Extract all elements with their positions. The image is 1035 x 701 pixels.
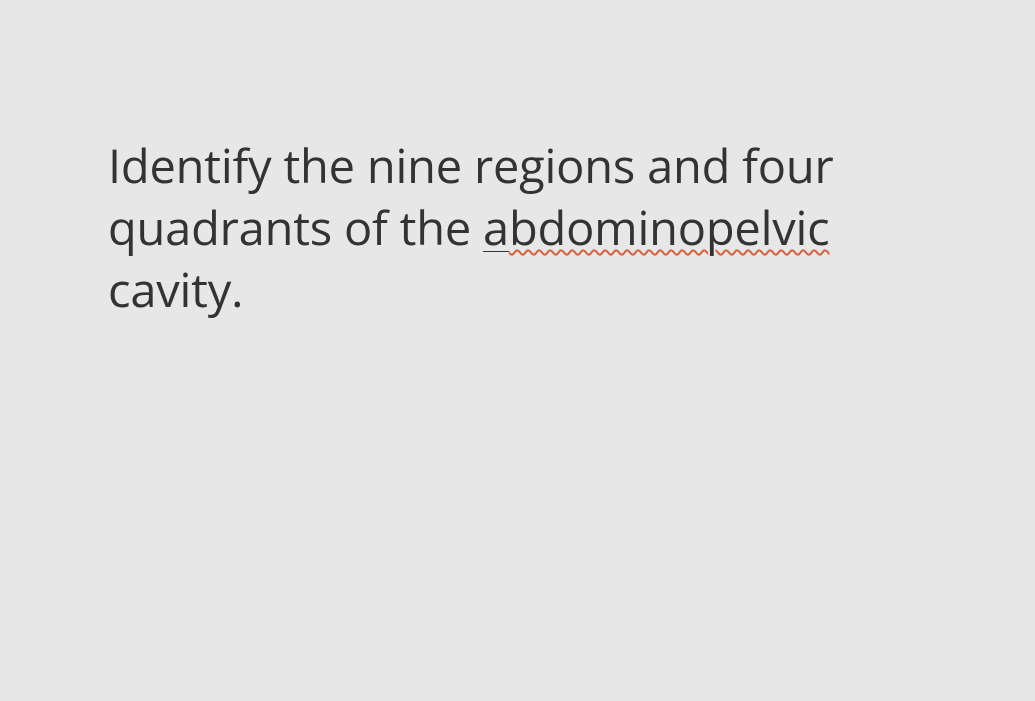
question-suffix-text: cavity. <box>108 257 243 321</box>
question-paragraph: Identify the nine regions and four quadr… <box>108 134 945 320</box>
question-underlined-letter: a <box>483 195 509 259</box>
document-page: Identify the nine regions and four quadr… <box>0 0 1035 701</box>
question-spellcheck-word: bdominopelvic <box>509 195 830 259</box>
